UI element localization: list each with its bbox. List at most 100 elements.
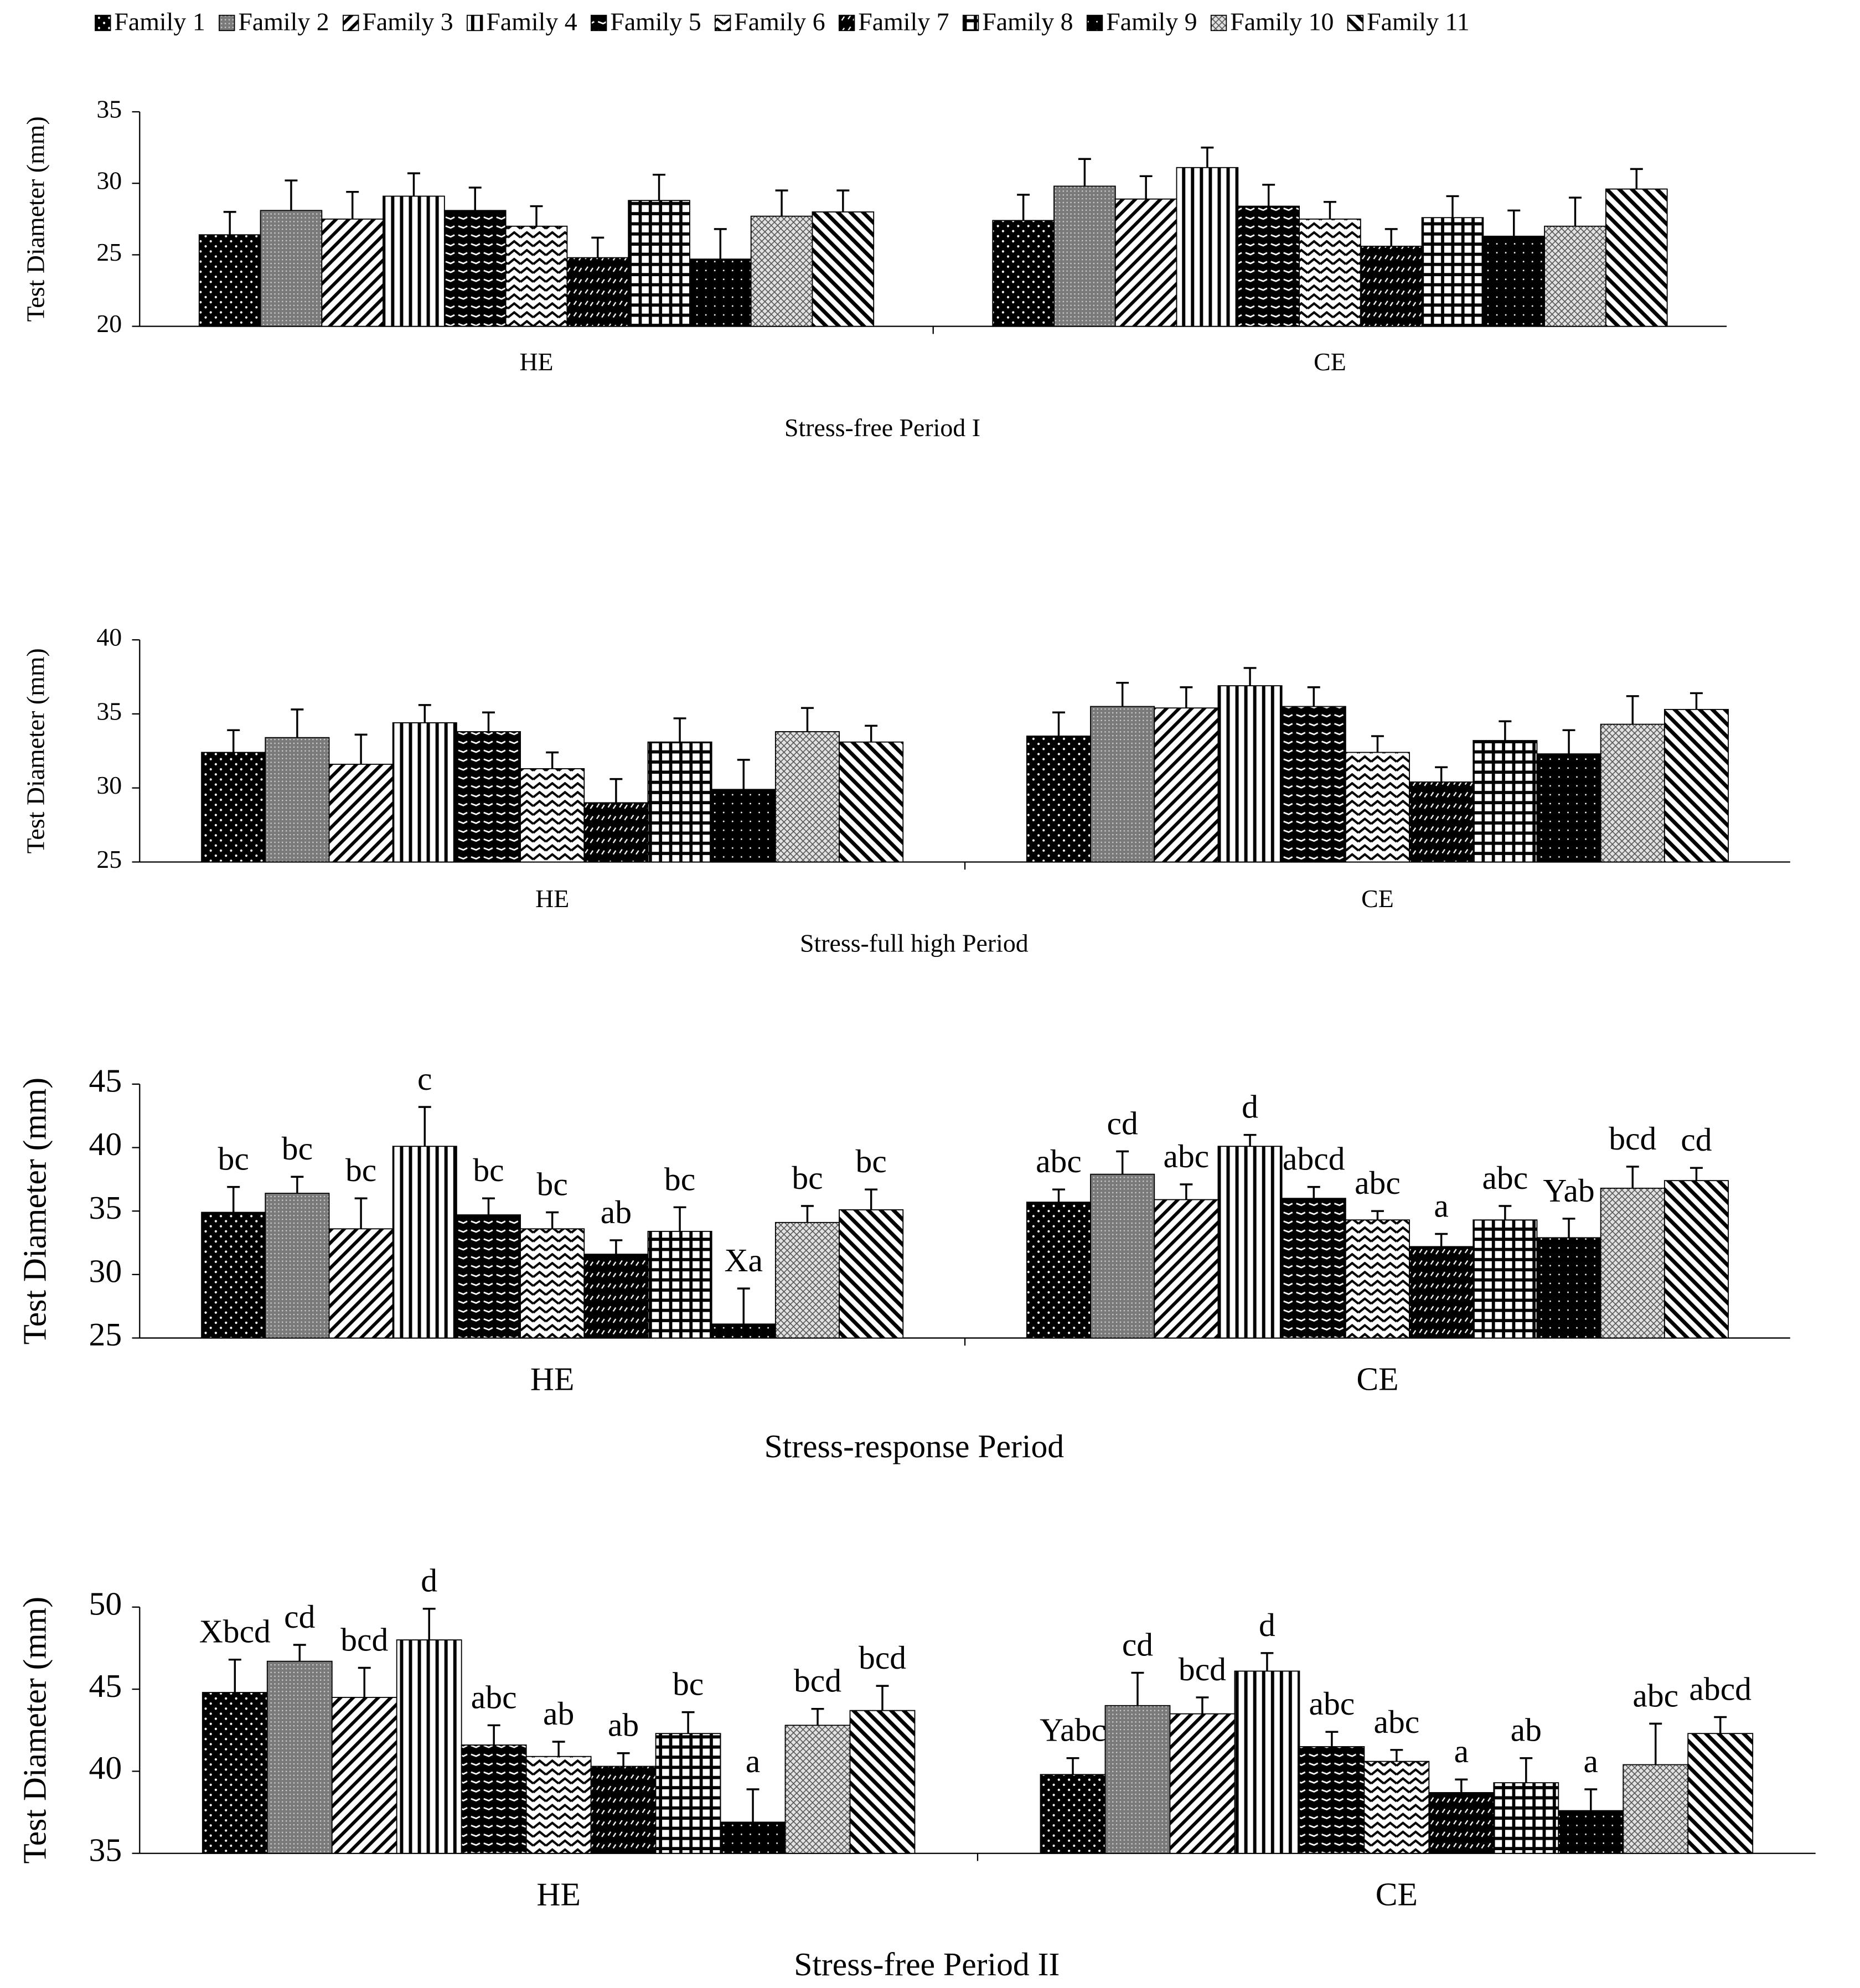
bar [1363,1761,1430,1854]
legend-label: Family 3 [362,7,453,35]
significance-label: c [417,1060,432,1097]
bar [655,1733,721,1854]
bar [774,731,840,863]
significance-label: bcd [859,1639,906,1676]
bar [839,741,904,863]
significance-label: d [1259,1607,1275,1643]
significance-label: abc [1373,1704,1419,1740]
bar [1600,1187,1665,1339]
x-axis-title: Stress-full high Period [800,929,1029,957]
bar [321,218,384,327]
error-bar [1052,711,1065,737]
significance-label: bc [664,1161,695,1197]
error-bar [1562,1218,1575,1238]
error-bar [1435,766,1448,782]
error-bar [291,708,304,738]
bar [774,1221,840,1339]
y-tick-label: 20 [96,309,122,338]
bar [1536,753,1601,863]
error-bar [714,228,727,260]
error-bar [737,1287,750,1324]
bar [1281,1198,1346,1339]
bar [750,215,813,327]
significance-label: bcd [1609,1120,1656,1157]
bar [1345,1219,1410,1339]
bar [1409,1246,1474,1339]
bar [1154,1199,1219,1339]
error-bar [775,189,788,216]
error-bar [1180,1183,1193,1200]
bar [839,1209,904,1339]
significance-label: ab [601,1194,632,1230]
significance-label: a [1584,1743,1598,1779]
legend-label: Family 6 [734,7,825,35]
y-tick-label: 45 [89,1668,122,1704]
y-tick-label: 35 [96,95,122,123]
bar [1114,198,1177,327]
error-bar [617,1752,630,1767]
legend-swatch [343,14,359,32]
bar [647,1230,712,1339]
error-bar [552,1741,565,1757]
error-bar [422,1608,436,1640]
error-bar [1390,1749,1403,1762]
bar [265,1193,330,1339]
bar [1040,1774,1106,1854]
error-bar [681,1711,695,1734]
x-tick-label: HE [536,1876,580,1913]
significance-label: bc [473,1152,504,1188]
legend-label: Family 5 [610,7,701,35]
bar [1299,1746,1365,1854]
error-bar [530,205,543,226]
error-bar [1630,168,1643,189]
error-bar [591,236,604,258]
bar [583,802,649,863]
error-bar [865,1188,878,1210]
bar [583,1254,649,1339]
bar [383,195,445,327]
significance-label: abc [1163,1138,1209,1174]
significance-label: a [746,1743,760,1779]
bar [265,737,330,863]
legend-label: Family 1 [114,7,205,35]
significance-label: a [1454,1733,1469,1769]
bar [456,731,521,863]
bar [266,1660,333,1854]
significance-label: abc [1036,1143,1082,1179]
legend-label: Family 8 [982,7,1073,35]
bar [328,1228,394,1339]
bar [1600,723,1665,863]
bar [1623,1764,1689,1854]
significance-label: abc [1632,1677,1678,1713]
significance-label: cd [1122,1626,1153,1663]
significance-label: abc [1355,1164,1401,1201]
bar [456,1214,521,1339]
y-tick-label: 25 [96,238,122,266]
bar [201,1212,266,1339]
bar [1421,217,1484,327]
bar [525,1756,592,1854]
x-tick-label: HE [530,1361,574,1397]
significance-label: abc [1482,1159,1528,1196]
error-bar [1520,1757,1533,1783]
error-bar [1584,1788,1598,1811]
error-bar [482,711,495,732]
bar [1053,185,1116,327]
error-bar [1243,667,1257,686]
x-tick-label: HE [519,348,553,376]
error-bar [1569,196,1582,226]
bar [566,257,629,327]
y-axis-label: Test Diameter (mm) [21,116,49,322]
legend-swatch [962,14,979,32]
legend-label: Family 11 [1367,7,1470,35]
error-bar [1714,1716,1727,1734]
significance-label: ab [543,1695,574,1732]
error-bar [1499,1205,1512,1220]
bar [1104,1705,1171,1854]
error-bar [800,1205,814,1223]
bar [1536,1237,1601,1339]
error-bar [228,1658,241,1693]
error-bar [407,172,420,196]
error-bar [1017,194,1030,221]
x-tick-label: CE [1314,348,1346,376]
